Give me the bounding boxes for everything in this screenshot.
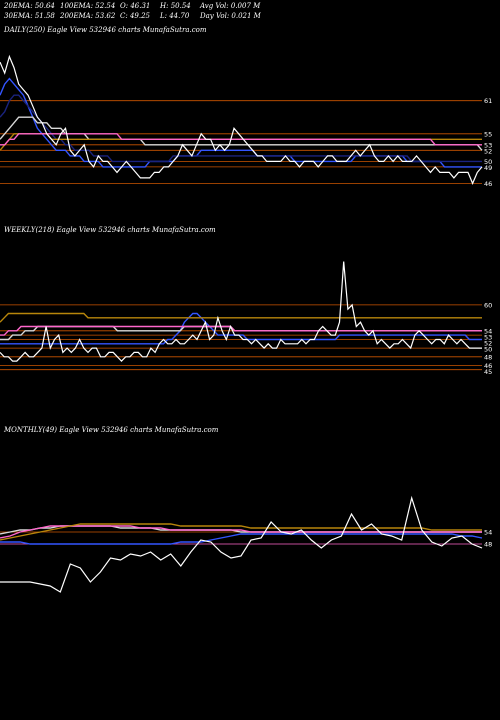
- monthly-ma-line-2: [0, 525, 482, 539]
- header-100ema: 100EMA: 52.54: [60, 2, 116, 10]
- daily-tick-label: 52: [484, 147, 492, 155]
- daily-tick-label: 46: [484, 180, 492, 188]
- daily-ma-line-1: [0, 94, 482, 163]
- daily-tick-label: 50: [484, 158, 492, 166]
- weekly-tick-label: 46: [484, 362, 492, 370]
- header-close: C: 49.25: [120, 12, 150, 20]
- weekly-tick-label: 53: [484, 333, 492, 341]
- header-30ema: 30EMA: 51.58: [4, 12, 55, 20]
- header-avg-vol: Avg Vol: 0.007 M: [200, 2, 261, 10]
- daily-tick-label: 61: [484, 97, 492, 105]
- header-200ema: 200EMA: 53.62: [60, 12, 116, 20]
- weekly-tick-label: 60: [484, 301, 492, 309]
- monthly-price-line: [0, 495, 483, 593]
- header-20ema: 20EMA: 50.64: [4, 2, 55, 10]
- daily-price-line: [0, 54, 483, 185]
- header-open: O: 46.31: [120, 2, 151, 10]
- weekly-panel-label: WEEKLY(218) Eagle View 532946 charts Mun…: [4, 226, 216, 234]
- header-day-vol: Day Vol: 0.021 M: [200, 12, 261, 20]
- monthly-ma-line-0: [0, 533, 483, 545]
- weekly-ma-line-0: [0, 312, 482, 345]
- weekly-tick-label: 50: [484, 345, 492, 353]
- weekly-tick-label: 54: [484, 327, 492, 335]
- weekly-price-line: [0, 261, 482, 362]
- header-low: L: 44.70: [160, 12, 190, 20]
- weekly-ma-line-2: [0, 325, 482, 336]
- daily-tick-label: 49: [484, 164, 492, 172]
- monthly-tick-label: 48: [484, 541, 492, 549]
- weekly-ma-line-3: [0, 312, 482, 323]
- daily-tick-label: 55: [484, 130, 492, 138]
- daily-ma-line-4: [0, 133, 482, 146]
- weekly-tick-label: 52: [484, 339, 492, 347]
- monthly-ma-line-3: [0, 523, 482, 541]
- weekly-tick-label: 45: [484, 368, 492, 376]
- weekly-tick-label: 48: [484, 353, 492, 361]
- daily-tick-label: 53: [484, 141, 492, 149]
- header-high: H: 50.54: [160, 2, 191, 10]
- daily-panel-label: DAILY(250) Eagle View 532946 charts Muna…: [4, 26, 207, 34]
- monthly-panel-label: MONTHLY(49) Eagle View 532946 charts Mun…: [4, 426, 219, 434]
- monthly-tick-label: 54: [484, 529, 492, 537]
